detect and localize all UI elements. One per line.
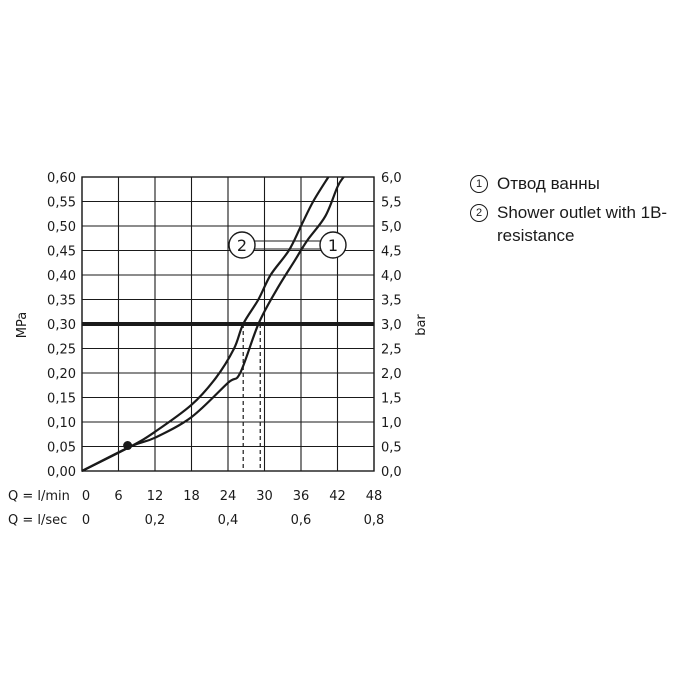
legend-item-2: 2 Shower outlet with 1B-resistance	[470, 201, 690, 247]
x-tick-label: 0,8	[364, 513, 385, 528]
y-left-tick-label: 0,35	[47, 294, 76, 309]
y-left-tick-label: 0,55	[47, 196, 76, 211]
y-left-tick-label: 0,45	[47, 245, 76, 260]
x-tick-label: 12	[147, 489, 164, 504]
callout-circle-2	[228, 231, 256, 259]
y-left-tick-label: 0,10	[47, 416, 76, 431]
legend-item-1: 1 Отвод ванны	[470, 172, 690, 195]
callout-label-1: 1	[328, 236, 338, 255]
y-right-tick-label: 0,0	[381, 465, 402, 480]
legend-marker-2: 2	[470, 204, 488, 222]
y-left-tick-label: 0,15	[47, 392, 76, 407]
y-right-tick-label: 4,0	[381, 269, 402, 284]
callout-label-2: 2	[237, 236, 247, 255]
legend-label-2: Shower outlet with 1B-resistance	[497, 203, 668, 245]
y-right-tick-label: 2,5	[381, 343, 402, 358]
callout-circle-1	[319, 231, 347, 259]
y-left-tick-label: 0,40	[47, 269, 76, 284]
y-right-tick-label: 0,5	[381, 441, 402, 456]
y-right-axis-title: bar	[414, 314, 429, 336]
y-left-tick-label: 0,25	[47, 343, 76, 358]
x-tick-label: 18	[183, 489, 200, 504]
x-tick-label: 48	[366, 489, 383, 504]
x-tick-label: 0	[82, 513, 90, 528]
x-tick-label: 42	[329, 489, 346, 504]
x-row-label: Q = l/sec	[8, 513, 67, 528]
y-right-tick-label: 1,0	[381, 416, 402, 431]
y-right-tick-label: 6,0	[381, 171, 402, 186]
x-tick-label: 30	[256, 489, 273, 504]
x-tick-label: 0,2	[145, 513, 166, 528]
series-line-1	[81, 176, 345, 472]
x-tick-label: 0,6	[291, 513, 312, 528]
legend-marker-1: 1	[470, 175, 488, 193]
y-left-tick-label: 0,05	[47, 441, 76, 456]
x-tick-label: 6	[114, 489, 122, 504]
y-left-tick-label: 0,60	[47, 171, 76, 186]
series-line-2	[81, 176, 330, 472]
y-left-tick-label: 0,30	[47, 318, 76, 333]
y-right-tick-label: 2,0	[381, 367, 402, 382]
axis-labels: 0,000,050,100,150,200,250,300,350,400,45…	[8, 171, 429, 528]
x-tick-label: 0,4	[218, 513, 239, 528]
y-right-tick-label: 3,5	[381, 294, 402, 309]
y-left-tick-label: 0,20	[47, 367, 76, 382]
x-tick-label: 36	[293, 489, 310, 504]
y-right-tick-label: 3,0	[381, 318, 402, 333]
y-right-tick-label: 1,5	[381, 392, 402, 407]
x-row-label: Q = l/min	[8, 489, 70, 504]
y-left-tick-label: 0,00	[47, 465, 76, 480]
legend-label-1: Отвод ванны	[497, 174, 600, 193]
point-marker	[123, 441, 133, 451]
y-right-tick-label: 4,5	[381, 245, 402, 260]
y-left-axis-title: MPa	[15, 312, 30, 338]
x-tick-label: 24	[220, 489, 237, 504]
legend: 1 Отвод ванны 2 Shower outlet with 1B-re…	[470, 172, 690, 253]
y-right-tick-label: 5,5	[381, 196, 402, 211]
y-right-tick-label: 5,0	[381, 220, 402, 235]
x-tick-label: 0	[82, 489, 90, 504]
y-left-tick-label: 0,50	[47, 220, 76, 235]
